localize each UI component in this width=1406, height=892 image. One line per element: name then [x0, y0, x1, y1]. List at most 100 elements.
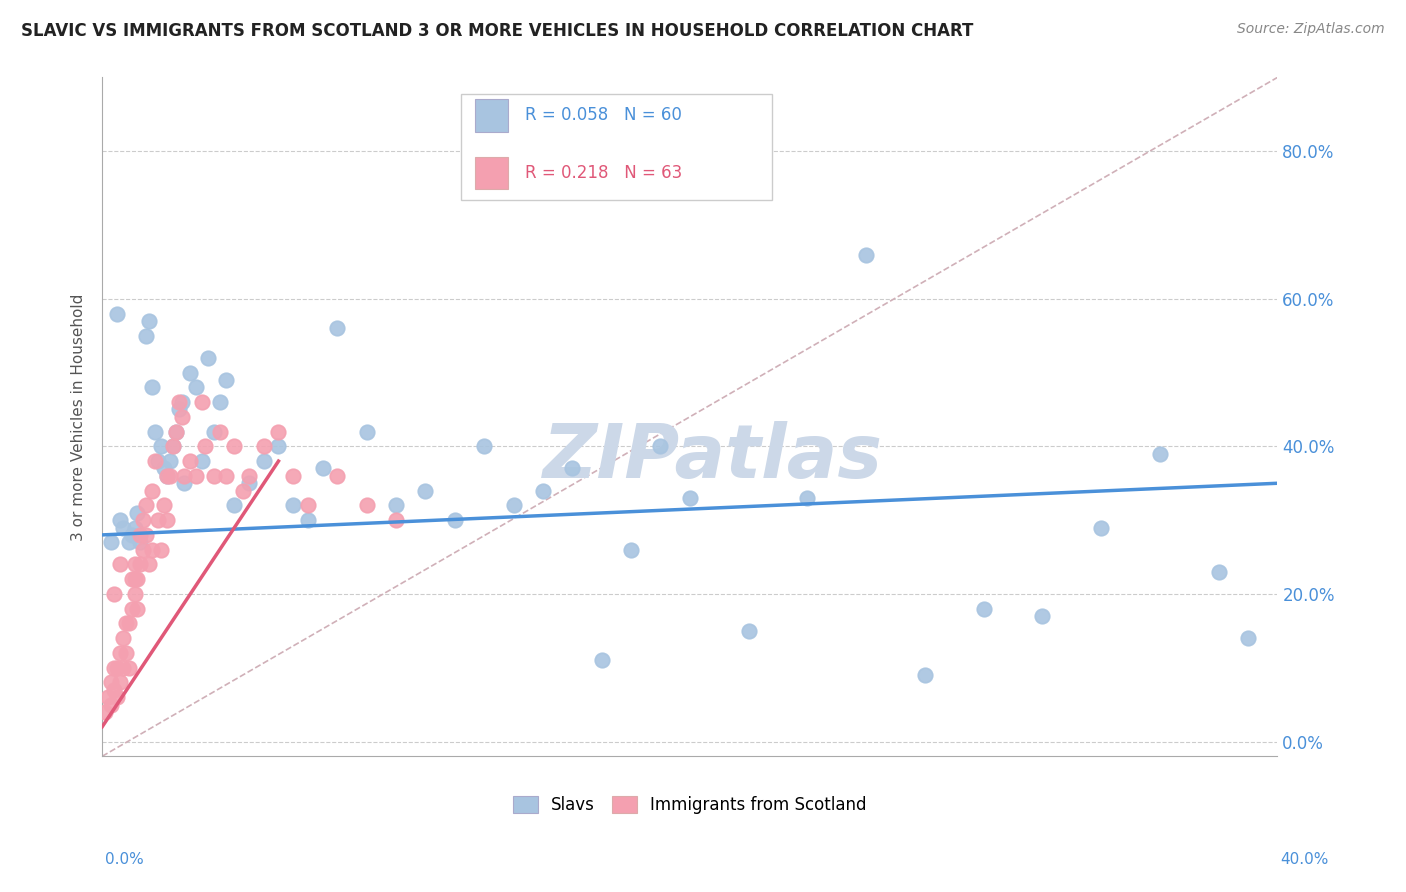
Point — [283, 499, 305, 513]
Point — [531, 483, 554, 498]
Point — [114, 616, 136, 631]
Point — [191, 395, 214, 409]
Point — [124, 572, 146, 586]
Point — [121, 528, 143, 542]
Point — [208, 425, 231, 439]
Point — [127, 572, 149, 586]
Point — [186, 380, 208, 394]
Point — [143, 425, 166, 439]
Point — [208, 395, 231, 409]
Point — [121, 572, 143, 586]
Point — [179, 366, 201, 380]
Point — [1031, 609, 1053, 624]
Point — [129, 528, 152, 542]
Point — [267, 425, 290, 439]
Point — [214, 373, 236, 387]
Point — [135, 499, 157, 513]
Point — [173, 468, 195, 483]
Point — [1237, 631, 1260, 645]
Point — [1208, 565, 1230, 579]
Point — [267, 439, 290, 453]
Point — [146, 454, 169, 468]
Point — [146, 513, 169, 527]
Point — [135, 328, 157, 343]
Point — [194, 439, 217, 453]
Point — [118, 661, 141, 675]
Point — [502, 499, 524, 513]
Point — [311, 461, 333, 475]
Point — [1149, 447, 1171, 461]
Point — [118, 616, 141, 631]
Point — [105, 690, 128, 705]
Point — [591, 653, 613, 667]
Point — [179, 454, 201, 468]
Point — [737, 624, 759, 638]
Point — [1090, 520, 1112, 534]
Point — [162, 439, 184, 453]
Point — [100, 698, 122, 712]
Point — [297, 513, 319, 527]
Point — [103, 587, 125, 601]
Point — [855, 247, 877, 261]
Point — [156, 468, 179, 483]
Point — [214, 468, 236, 483]
Point — [135, 528, 157, 542]
Text: R = 0.218   N = 63: R = 0.218 N = 63 — [526, 164, 682, 182]
Point — [111, 631, 134, 645]
Bar — [475, 99, 508, 132]
Point — [167, 402, 190, 417]
Point — [156, 513, 179, 527]
Point — [105, 661, 128, 675]
Point — [149, 542, 172, 557]
Point — [165, 425, 187, 439]
Point — [103, 661, 125, 675]
Point — [224, 499, 246, 513]
Point — [202, 468, 225, 483]
Text: Source: ZipAtlas.com: Source: ZipAtlas.com — [1237, 22, 1385, 37]
Point — [385, 499, 408, 513]
Point — [118, 535, 141, 549]
Point — [124, 520, 146, 534]
Point — [356, 499, 378, 513]
Point — [141, 380, 163, 394]
Point — [108, 646, 131, 660]
Point — [97, 690, 120, 705]
Point — [620, 542, 643, 557]
Text: 0.0%: 0.0% — [105, 852, 145, 867]
Point — [108, 513, 131, 527]
Point — [224, 439, 246, 453]
Point — [186, 468, 208, 483]
Point — [124, 587, 146, 601]
Point — [159, 468, 181, 483]
Point — [165, 425, 187, 439]
Point — [105, 307, 128, 321]
Point — [472, 439, 495, 453]
Text: 40.0%: 40.0% — [1281, 852, 1329, 867]
Point — [153, 499, 176, 513]
Point — [162, 439, 184, 453]
Point — [326, 321, 349, 335]
Point — [191, 454, 214, 468]
Point — [173, 476, 195, 491]
Point — [356, 425, 378, 439]
Point — [124, 558, 146, 572]
Point — [100, 535, 122, 549]
Bar — [475, 157, 508, 189]
Point — [132, 513, 155, 527]
Point — [108, 675, 131, 690]
Point — [100, 675, 122, 690]
Point — [121, 601, 143, 615]
Point — [141, 483, 163, 498]
Point — [167, 395, 190, 409]
Point — [253, 454, 276, 468]
Point — [973, 601, 995, 615]
Point — [202, 425, 225, 439]
Point — [129, 558, 152, 572]
Point — [103, 682, 125, 697]
Point — [138, 558, 160, 572]
Point — [238, 476, 260, 491]
Point — [141, 542, 163, 557]
Point — [132, 542, 155, 557]
Point — [238, 468, 260, 483]
Y-axis label: 3 or more Vehicles in Household: 3 or more Vehicles in Household — [72, 293, 86, 541]
